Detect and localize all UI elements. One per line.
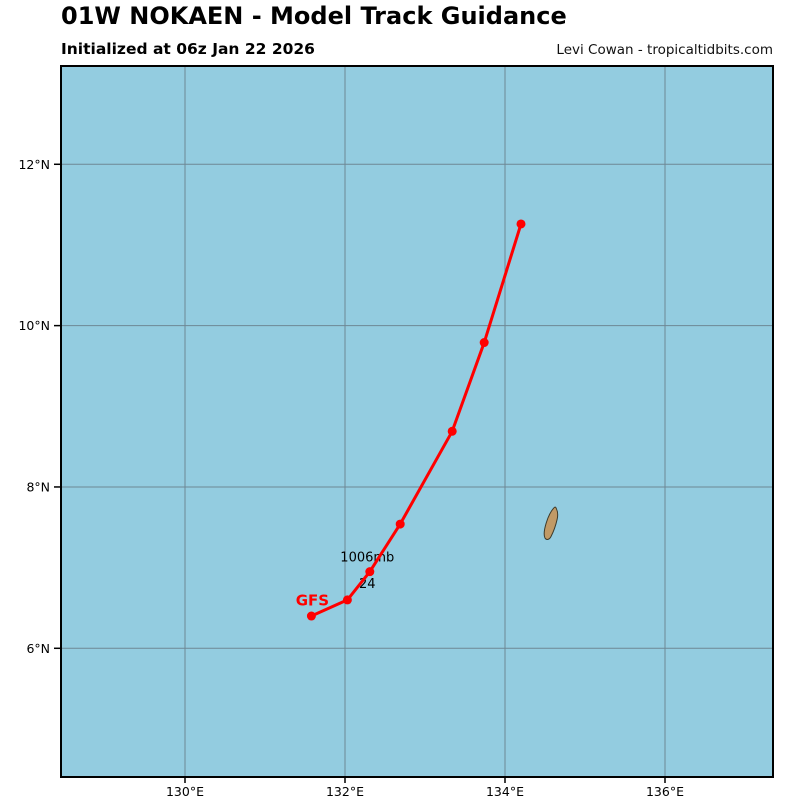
model-name-label: GFS bbox=[296, 592, 329, 610]
attribution-credit: Levi Cowan - tropicaltidbits.com bbox=[556, 42, 773, 58]
track-point bbox=[306, 611, 316, 621]
y-axis-label: 8°N bbox=[26, 479, 50, 494]
x-axis-label: 132°E bbox=[326, 784, 364, 799]
track-point bbox=[447, 426, 457, 436]
palau-island-icon bbox=[543, 506, 559, 540]
y-axis-label: 6°N bbox=[26, 641, 50, 656]
y-axis-label: 12°N bbox=[18, 157, 50, 172]
forecast-hour-annotation: 24 bbox=[359, 577, 376, 592]
track-point bbox=[365, 567, 375, 577]
map-frame bbox=[60, 65, 774, 778]
x-axis-label: 136°E bbox=[646, 784, 684, 799]
page-title: 01W NOKAEN - Model Track Guidance bbox=[61, 2, 567, 30]
track-point bbox=[395, 519, 405, 529]
track-point bbox=[342, 595, 352, 605]
track-point bbox=[516, 219, 526, 229]
x-axis-label: 130°E bbox=[166, 784, 204, 799]
track-point bbox=[479, 338, 489, 348]
init-time-subtitle: Initialized at 06z Jan 22 2026 bbox=[61, 40, 315, 58]
ocean-background bbox=[61, 66, 773, 777]
x-axis-label: 134°E bbox=[486, 784, 524, 799]
pressure-annotation: 1006mb bbox=[340, 551, 394, 566]
y-axis-label: 10°N bbox=[18, 318, 50, 333]
